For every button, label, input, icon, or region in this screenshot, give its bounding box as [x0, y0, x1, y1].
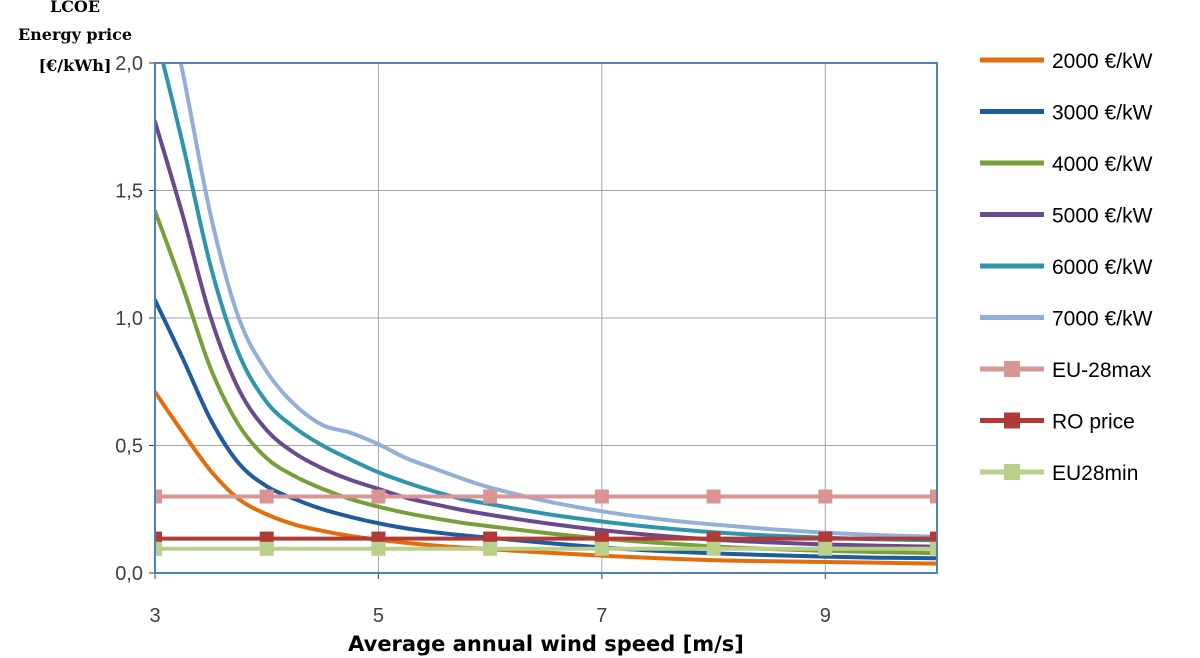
marker-eu-28max [930, 489, 937, 504]
marker-ro-price [155, 531, 162, 546]
series-line-6000-kw [161, 63, 937, 543]
y-axis-title-line-2: Energy price [18, 25, 132, 44]
legend-item-7000-kw: 7000 €/kW [980, 308, 1153, 331]
marker-eu28min [371, 541, 386, 556]
marker-eu28min [930, 541, 937, 556]
legend-label: 2000 €/kW [1052, 50, 1153, 73]
x-axis-title: Average annual wind speed [m/s] [348, 632, 744, 656]
series-group [155, 63, 937, 566]
y-tick-label: 0,0 [115, 563, 143, 585]
series-line-2000-kw [155, 389, 937, 566]
legend-swatch-marker [1004, 361, 1020, 377]
legend-item-2000-kw: 2000 €/kW [980, 50, 1153, 73]
y-tick-label: 2,0 [115, 53, 143, 75]
plot-area: 0,0 0,5 1,0 1,5 2,0 3 5 7 9 [115, 53, 938, 627]
y-tick-label: 1,0 [115, 308, 143, 330]
x-tick-label: 3 [149, 605, 160, 627]
legend-item-ro-price: RO price [980, 411, 1135, 434]
marker-eu28min [594, 541, 609, 556]
series-line-7000-kw [178, 63, 937, 539]
marker-eu-28max [483, 489, 498, 504]
legend-swatch-marker [1004, 464, 1020, 480]
marker-eu-28max [259, 489, 274, 504]
legend-swatch-marker [1004, 412, 1020, 429]
x-tick-label: 5 [373, 605, 384, 627]
marker-eu-28max [818, 489, 833, 504]
marker-eu-28max [371, 489, 386, 504]
legend-item-4000-kw: 4000 €/kW [980, 153, 1153, 176]
legend-item-eu28min: EU28min [980, 462, 1138, 485]
legend-item-eu-28max: EU-28max [980, 359, 1152, 382]
x-tick-label: 9 [820, 605, 831, 627]
plot-border [154, 62, 938, 574]
legend-label: EU-28max [1052, 359, 1152, 382]
marker-eu-28max [706, 489, 721, 504]
y-axis-title: LCOE Energy price [€/kWh] [18, 0, 132, 75]
legend-label: 3000 €/kW [1052, 102, 1153, 125]
legend-label: 4000 €/kW [1052, 153, 1153, 176]
legend-label: 5000 €/kW [1052, 205, 1153, 228]
marker-eu28min [155, 541, 162, 556]
legend-label: EU28min [1052, 462, 1138, 485]
series-line-5000-kw [155, 119, 937, 549]
legend-item-5000-kw: 5000 €/kW [980, 205, 1153, 228]
legend-label: 6000 €/kW [1052, 256, 1153, 279]
marker-eu28min [483, 541, 498, 556]
legend-label: 7000 €/kW [1052, 308, 1153, 331]
y-tick-label: 0,5 [115, 436, 143, 458]
legend: 2000 €/kW 3000 €/kW 4000 €/kW 5000 €/kW 6000… [980, 50, 1153, 485]
marker-eu28min [818, 541, 833, 556]
series-line-3000-kw [155, 298, 937, 561]
x-tick-label: 7 [596, 605, 607, 627]
y-axis-title-line-3: [€/kWh] [39, 56, 112, 75]
y-tick-label: 1,5 [115, 181, 143, 203]
marker-eu-28max [594, 489, 609, 504]
legend-item-6000-kw: 6000 €/kW [980, 256, 1153, 279]
y-axis-title-line-1: LCOE [50, 0, 100, 16]
marker-eu-28max [155, 489, 162, 504]
legend-label: RO price [1052, 411, 1135, 434]
marker-eu28min [706, 541, 721, 556]
marker-eu28min [259, 541, 274, 556]
marker-ro-price [930, 531, 937, 546]
legend-item-3000-kw: 3000 €/kW [980, 102, 1153, 125]
